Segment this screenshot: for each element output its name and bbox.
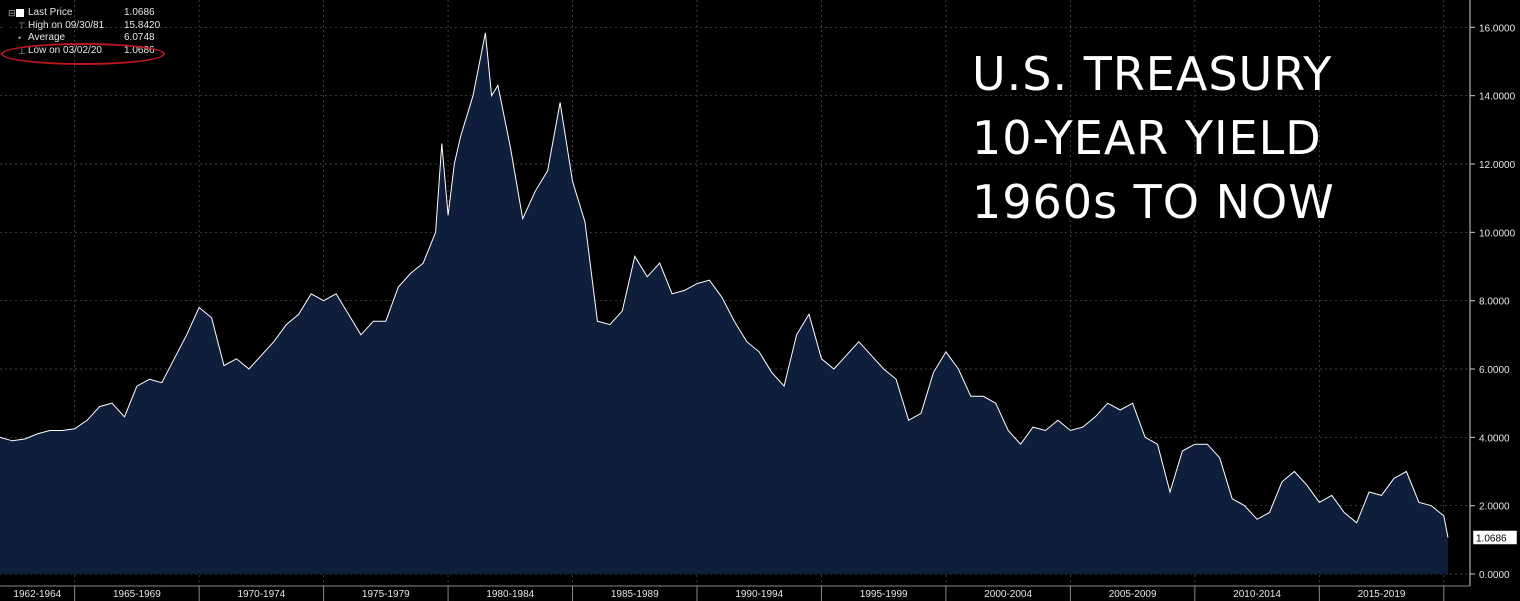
series-swatch-icon — [16, 9, 24, 17]
legend-last-price-label: Last Price — [28, 7, 73, 18]
x-period-label: 2010-2014 — [1233, 589, 1281, 600]
x-period-label: 2005-2009 — [1109, 589, 1157, 600]
y-tick-label: 0.0000 — [1479, 570, 1510, 581]
x-period-label: 1990-1994 — [735, 589, 783, 600]
x-period-label: 1965-1969 — [113, 589, 161, 600]
y-tick-label: 14.0000 — [1479, 92, 1516, 103]
yield-line — [0, 32, 1449, 538]
legend-high-value: 15.8420 — [124, 19, 161, 31]
x-period-label: 1962-1964 — [13, 589, 61, 600]
handwritten-annotation: U.S. TREASURY 10-YEAR YIELD 1960s TO NOW — [972, 42, 1335, 234]
y-tick-label: 10.0000 — [1479, 228, 1516, 239]
average-marker-icon: • — [18, 33, 22, 43]
collapse-icon[interactable]: ⊟ — [8, 8, 16, 18]
legend-average-label: Average — [28, 32, 66, 43]
last-value-label: 1.0686 — [1476, 533, 1507, 544]
y-tick-label: 6.0000 — [1479, 365, 1510, 376]
y-tick-label: 16.0000 — [1479, 23, 1516, 34]
x-period-label: 2000-2004 — [984, 589, 1032, 600]
low-highlight-circle — [1, 43, 165, 65]
x-period-label: 1985-1989 — [611, 589, 659, 600]
y-tick-label: 12.0000 — [1479, 160, 1516, 171]
x-period-label: 1995-1999 — [860, 589, 908, 600]
yield-area — [0, 32, 1448, 575]
legend-last-price-value: 1.0686 — [124, 7, 155, 18]
annotation-line-1: U.S. TREASURY — [972, 47, 1333, 101]
last-value-tag — [1472, 530, 1518, 545]
annotation-line-2: 10-YEAR YIELD — [972, 111, 1322, 165]
x-period-label: 2015-2019 — [1358, 589, 1406, 600]
annotation-line-3: 1960s TO NOW — [972, 175, 1335, 229]
y-tick-label: 8.0000 — [1479, 297, 1510, 308]
yield-series — [0, 32, 1449, 575]
x-period-label: 1975-1979 — [362, 589, 410, 600]
x-period-label: 1970-1974 — [237, 589, 285, 600]
legend-average-value: 6.0748 — [124, 32, 155, 43]
x-period-label: 1980-1984 — [486, 589, 534, 600]
y-tick-label: 4.0000 — [1479, 433, 1510, 444]
y-tick-label: 2.0000 — [1479, 502, 1510, 513]
legend-high-label: High on 09/30/81 — [28, 19, 105, 31]
high-marker-icon: ⊤ — [18, 20, 26, 31]
